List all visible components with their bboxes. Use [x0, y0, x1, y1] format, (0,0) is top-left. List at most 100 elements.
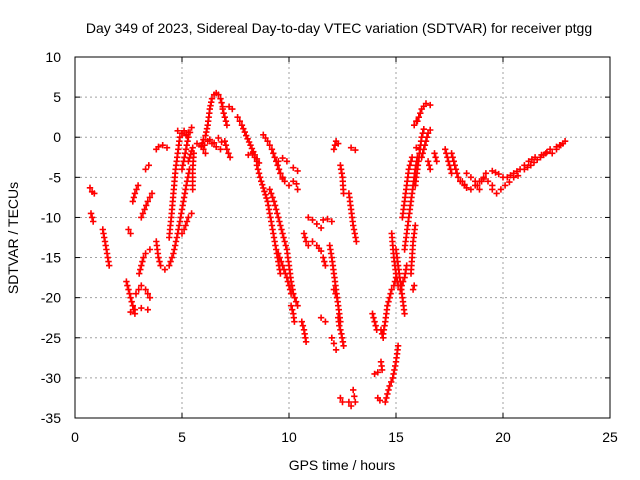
data-point [302, 338, 310, 345]
data-point [283, 274, 291, 281]
data-point [226, 154, 234, 161]
data-point [139, 210, 147, 217]
data-point [206, 136, 213, 143]
grid-lines [75, 57, 610, 418]
data-point [317, 224, 325, 232]
data-point [380, 334, 387, 341]
data-point [256, 174, 264, 181]
data-point [275, 250, 282, 257]
y-tick-label: -20 [41, 290, 61, 306]
data-point [391, 366, 398, 374]
data-point [264, 138, 271, 145]
data-point [351, 230, 358, 237]
data-point [142, 250, 149, 257]
data-point [377, 326, 385, 333]
data-point [398, 282, 405, 289]
data-point [330, 146, 338, 153]
data-point [127, 308, 134, 316]
data-point [284, 278, 292, 285]
data-point [280, 234, 287, 241]
data-point [294, 167, 301, 175]
data-point [480, 174, 487, 181]
data-point [124, 282, 131, 289]
data-point [409, 286, 417, 293]
data-point [166, 262, 173, 269]
data-point [472, 178, 479, 185]
data-point [144, 290, 151, 297]
data-point [420, 126, 427, 133]
data-point [419, 150, 426, 157]
data-point [289, 306, 296, 313]
data-point [148, 190, 156, 197]
data-point [275, 166, 283, 173]
data-point [378, 366, 386, 374]
data-point [190, 150, 197, 157]
data-point [301, 234, 309, 241]
data-point [178, 130, 186, 137]
x-tick-label: 10 [281, 429, 297, 445]
data-point [90, 218, 97, 225]
data-point [401, 310, 408, 317]
data-point [495, 170, 502, 178]
data-point [254, 166, 262, 173]
data-point [386, 382, 393, 390]
data-point [123, 278, 130, 285]
y-tick-labels: -35 -30 -25 -20 -15 -10 -5 0 5 10 [41, 49, 61, 426]
data-point [291, 318, 298, 325]
data-point [238, 122, 246, 129]
data-point [309, 238, 316, 245]
data-point [467, 186, 475, 193]
data-point [268, 190, 275, 197]
data-point [474, 182, 481, 189]
data-point [337, 326, 344, 333]
data-point [448, 150, 455, 157]
data-point [219, 105, 226, 113]
data-point [263, 194, 270, 202]
data-point [183, 218, 191, 225]
x-tick-labels: 0 5 10 15 20 25 [71, 429, 618, 445]
data-point [305, 242, 312, 249]
data-point [328, 334, 335, 341]
data-point [241, 128, 248, 136]
y-tick-label: -15 [41, 250, 61, 266]
x-axis-title: GPS time / hours [289, 457, 396, 473]
data-point [168, 254, 176, 261]
data-point [397, 286, 404, 293]
data-point [106, 262, 113, 269]
data-point [144, 198, 151, 205]
data-point [272, 242, 279, 249]
data-point [140, 254, 147, 261]
data-point [167, 258, 174, 265]
data-point [273, 206, 280, 213]
data-point [271, 202, 279, 209]
data-point [278, 258, 285, 265]
data-point [255, 170, 263, 177]
data-point [302, 238, 310, 245]
data-point [127, 230, 134, 237]
y-axis-title: SDTVAR / TECUs [5, 182, 21, 294]
y-tick-label: -5 [49, 169, 62, 185]
data-point [501, 182, 509, 189]
data-point [128, 298, 135, 305]
x-tick-label: 5 [178, 429, 186, 445]
data-point [279, 230, 286, 237]
y-tick-label: -10 [41, 209, 61, 225]
data-point [399, 278, 407, 285]
data-point [172, 238, 180, 245]
data-point [275, 158, 282, 165]
data-point [546, 146, 554, 153]
data-point [338, 334, 346, 341]
data-point [208, 95, 216, 102]
data-point [260, 184, 267, 192]
data-point [217, 146, 224, 153]
data-point [278, 226, 285, 233]
data-point [389, 374, 396, 382]
data-point [131, 190, 139, 197]
data-point [370, 314, 377, 321]
data-point [127, 294, 134, 301]
data-point [549, 150, 556, 157]
data-point [129, 302, 136, 309]
data-point [130, 194, 137, 201]
data-point [287, 290, 295, 297]
data-point [202, 150, 209, 157]
